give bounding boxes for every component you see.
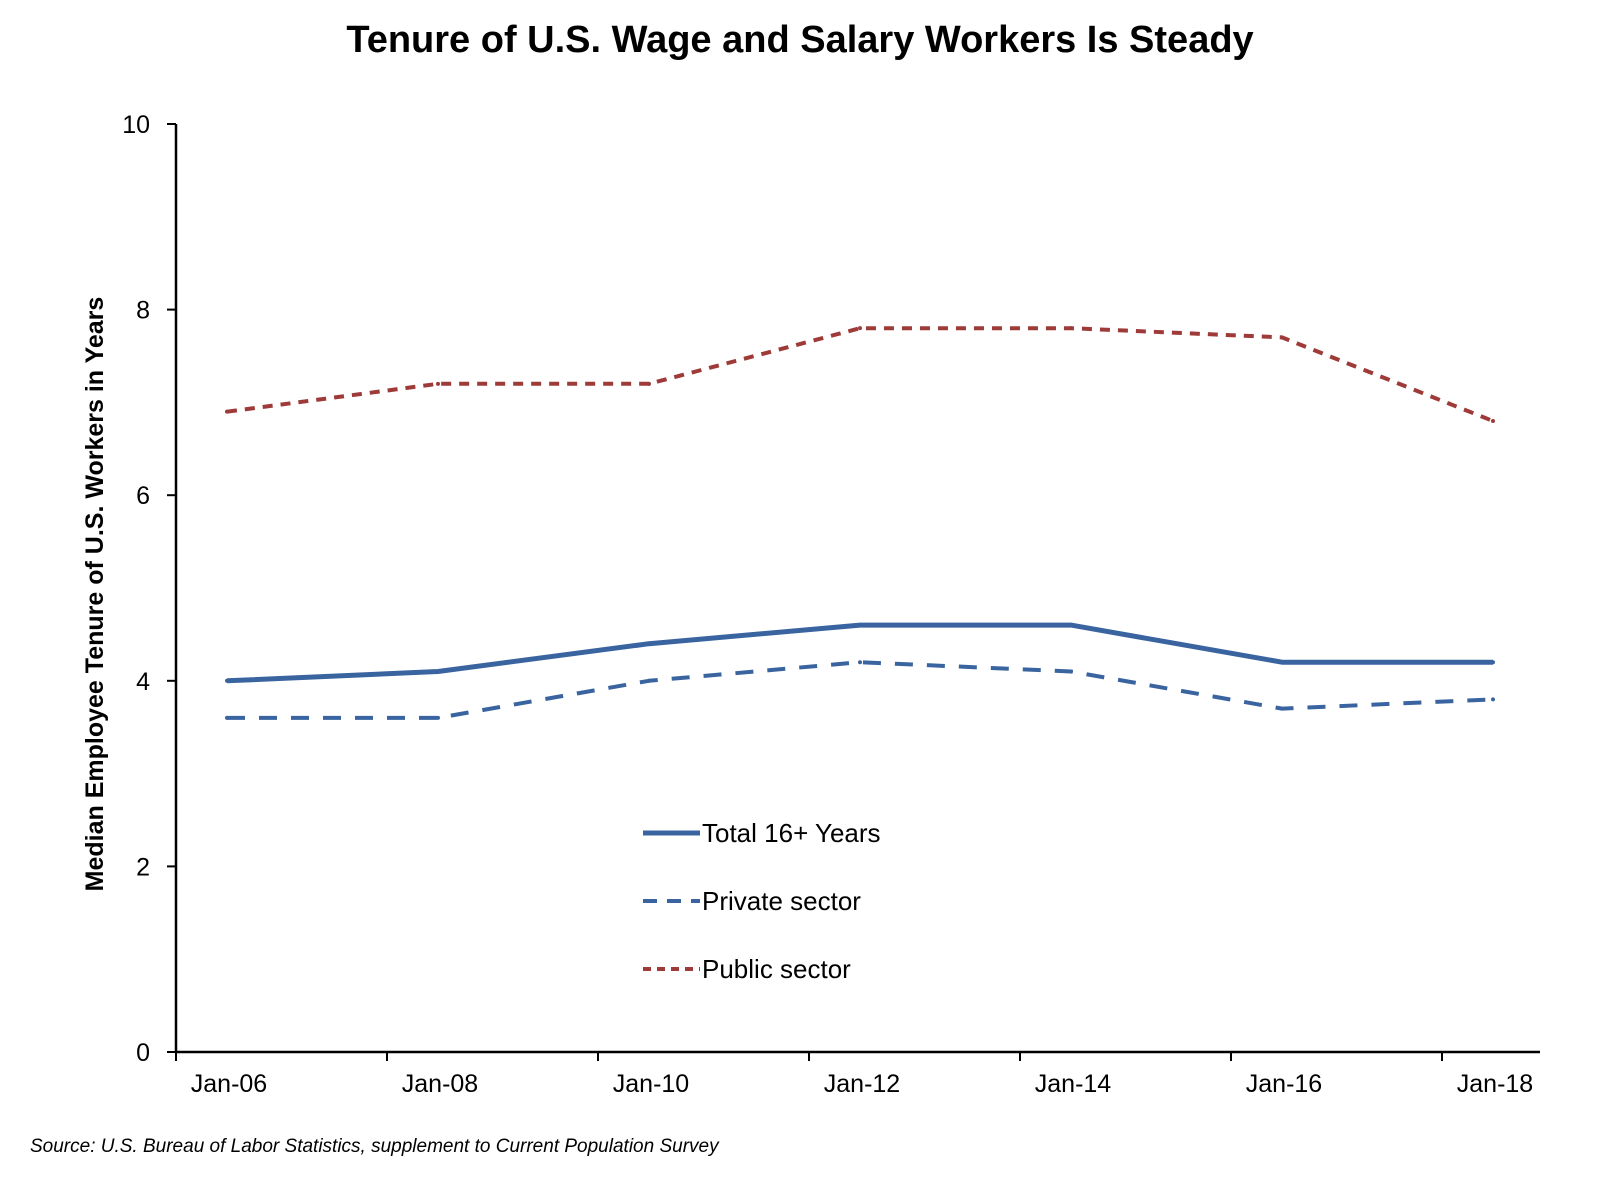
chart-title: Tenure of U.S. Wage and Salary Workers I… (346, 19, 1253, 61)
data-point (1491, 660, 1495, 665)
chart-legend: Total 16+ Years Private sector Public sect… (643, 818, 881, 984)
x-tick-label: Jan-16 (1246, 1070, 1322, 1098)
y-tick-label: 8 (136, 297, 150, 325)
series-line (226, 326, 1494, 423)
x-tick-label: Jan-12 (824, 1070, 900, 1098)
series-lines (225, 326, 1495, 720)
x-tick-label: Jan-08 (402, 1070, 478, 1098)
data-point (436, 669, 440, 674)
data-point (1069, 623, 1073, 628)
data-point (1280, 660, 1284, 665)
data-point (647, 381, 651, 386)
legend-label: Private sector (702, 886, 861, 916)
data-point (225, 678, 229, 683)
y-tick-label: 10 (122, 111, 150, 139)
legend-label: Total 16+ Years (702, 818, 881, 848)
x-axis-ticks: Jan-06 Jan-08 Jan-10 Jan-12 Jan-14 Jan-16 Jan-… (175, 1052, 1533, 1098)
data-point (1491, 418, 1495, 423)
series-line (226, 622, 1493, 684)
y-axis-label: Median Employee Tenure of U.S. Workers i… (81, 297, 109, 892)
y-tick-label: 2 (136, 853, 150, 881)
data-point (647, 641, 651, 646)
data-point (1069, 326, 1073, 331)
x-tick-label: Jan-10 (613, 1070, 689, 1098)
x-tick-label: Jan-18 (1457, 1070, 1533, 1098)
data-point (1491, 697, 1495, 702)
data-point (647, 678, 651, 683)
y-tick-label: 4 (136, 668, 150, 696)
data-point (1280, 335, 1284, 340)
x-tick-label: Jan-14 (1035, 1070, 1112, 1098)
legend-label: Public sector (702, 954, 851, 984)
data-point (436, 381, 440, 386)
data-point (858, 623, 862, 628)
data-point (436, 715, 440, 720)
chart-axes (174, 124, 1540, 1054)
x-tick-label: Jan-06 (191, 1070, 267, 1098)
data-point (858, 660, 862, 665)
data-point (225, 409, 229, 414)
data-point (225, 715, 229, 720)
data-point (1280, 706, 1284, 711)
y-tick-label: 6 (136, 482, 150, 510)
data-point (1069, 669, 1073, 674)
y-axis-ticks: 0 2 4 6 8 10 (122, 111, 176, 1067)
source-note: Source: U.S. Bureau of Labor Statistics,… (30, 1136, 720, 1157)
y-tick-label: 0 (136, 1039, 150, 1067)
data-point (858, 326, 862, 331)
